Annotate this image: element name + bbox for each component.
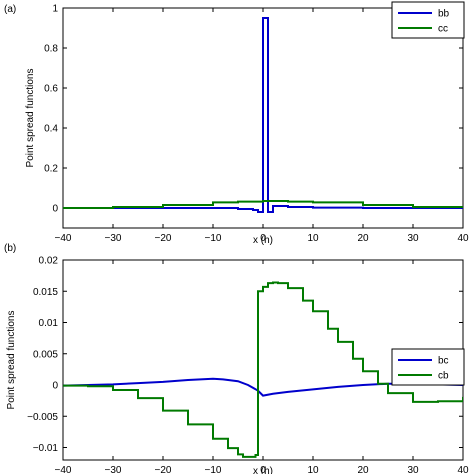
y-tick-label: 0.015 bbox=[33, 287, 58, 298]
x-tick-label: 40 bbox=[457, 233, 469, 244]
x-tick-label: 30 bbox=[407, 233, 419, 244]
series-line-cc bbox=[63, 200, 463, 209]
x-tick-label: −40 bbox=[55, 465, 72, 474]
y-tick-label: 0 bbox=[52, 381, 58, 392]
legend-entry-cb: cb bbox=[438, 371, 449, 382]
x-axis-label: x (h) bbox=[253, 235, 273, 246]
y-tick-label: −0.01 bbox=[33, 443, 59, 454]
x-tick-label: 0 bbox=[260, 233, 266, 244]
panel-a: −40 −30 −20 −10 0 10 20 30 40 0 0.2 0.4 0.6 0.8 1 (a) x … bbox=[4, 1, 469, 246]
y-tick-label: 0 bbox=[52, 204, 58, 215]
legend-box bbox=[391, 1, 465, 39]
legend-entry-cc: cc bbox=[438, 24, 448, 35]
x-tick-label: −40 bbox=[55, 233, 72, 244]
x-tick-label: 10 bbox=[307, 465, 319, 474]
y-axis-label: Point spread functions bbox=[25, 69, 36, 168]
x-axis-label: x (h) bbox=[253, 466, 273, 474]
y-axis-label: Point spread functions bbox=[6, 311, 17, 410]
y-tick-label: 0.01 bbox=[39, 318, 59, 329]
panel-label: (a) bbox=[4, 4, 16, 15]
x-tick-label: −10 bbox=[205, 465, 222, 474]
y-tick-label: 0.02 bbox=[39, 256, 59, 267]
x-tick-label: −10 bbox=[205, 233, 222, 244]
y-tick-label: 0.6 bbox=[44, 84, 58, 95]
y-tick-label: 0.2 bbox=[44, 164, 58, 175]
series-line-bb bbox=[63, 17, 463, 213]
y-tick-label: 0.005 bbox=[33, 349, 58, 360]
x-tick-label: −20 bbox=[155, 465, 172, 474]
legend-entry-bc: bc bbox=[438, 356, 449, 367]
y-tick-label: −0.005 bbox=[27, 412, 58, 423]
x-tick-label: 40 bbox=[457, 465, 469, 474]
x-tick-label: 30 bbox=[407, 465, 419, 474]
x-tick-label: 0 bbox=[260, 465, 266, 474]
x-tick-label: −20 bbox=[155, 233, 172, 244]
x-tick-label: −30 bbox=[105, 233, 122, 244]
y-tick-label: 0.8 bbox=[44, 44, 58, 55]
legend-entry-bb: bb bbox=[438, 9, 450, 20]
y-tick-label: 0.4 bbox=[44, 124, 58, 135]
y-tick-label: 1 bbox=[52, 4, 58, 15]
x-tick-label: 20 bbox=[357, 465, 369, 474]
legend-box bbox=[391, 348, 465, 386]
x-tick-label: −30 bbox=[105, 465, 122, 474]
series-line-cb bbox=[63, 281, 463, 458]
panel-label: (b) bbox=[4, 243, 16, 254]
x-tick-label: 10 bbox=[307, 233, 319, 244]
x-tick-label: 20 bbox=[357, 233, 369, 244]
panel-b: −40 −30 −20 −10 0 10 20 30 40 −0.01 −0.005 0 0.005 0.… bbox=[4, 243, 469, 474]
